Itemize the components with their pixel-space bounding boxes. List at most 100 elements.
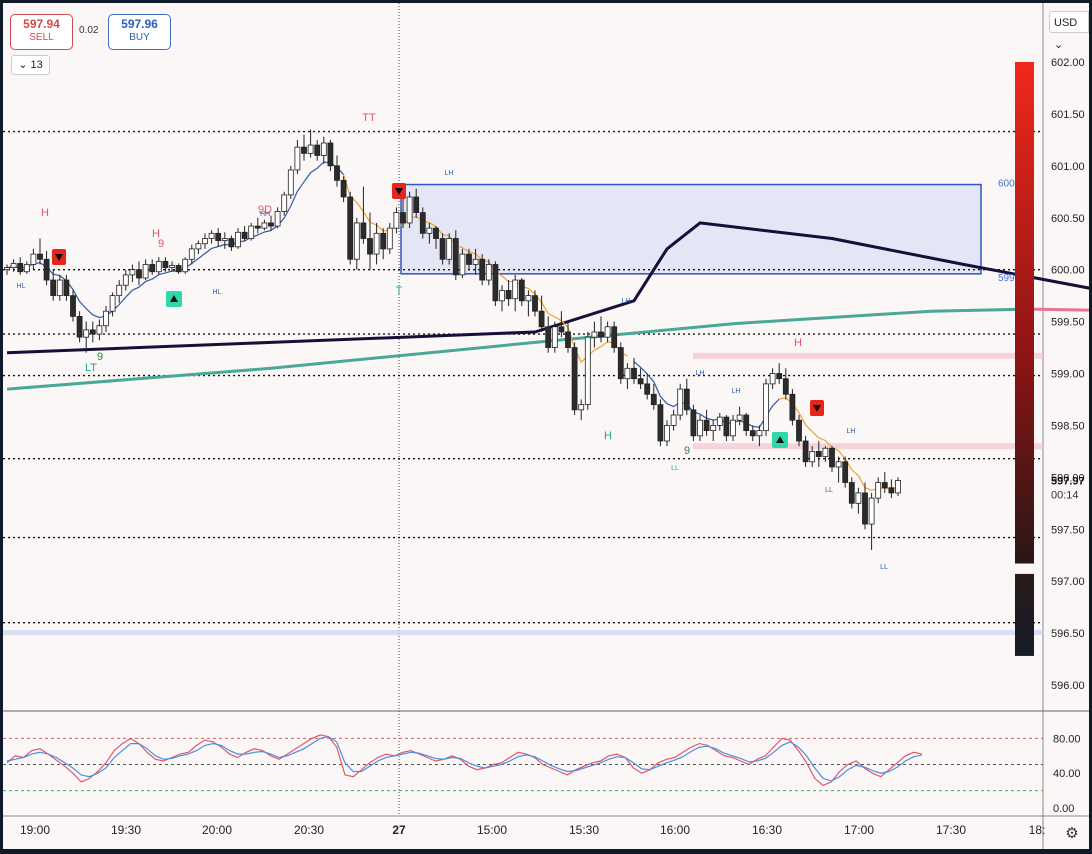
- candle-body: [122, 274, 129, 286]
- candle-body: [492, 264, 499, 302]
- candle-body: [320, 142, 327, 156]
- candle-body: [248, 225, 255, 239]
- chevron-down-icon: ⌄: [18, 59, 28, 71]
- candle-body: [155, 260, 162, 273]
- candle-body: [895, 480, 901, 494]
- candle-body: [565, 331, 571, 348]
- level-highlight-band: [3, 630, 1043, 636]
- candle-body: [30, 253, 37, 265]
- candle-body: [142, 264, 149, 279]
- time-tick-label: 18:: [1029, 823, 1046, 837]
- signal-label: LH: [847, 428, 856, 435]
- time-tick-label: 27: [392, 823, 406, 837]
- candle-body: [822, 447, 829, 457]
- candle-body: [664, 425, 670, 442]
- candle-body: [782, 378, 789, 395]
- gear-icon[interactable]: ⚙: [1065, 825, 1079, 842]
- buy-signal-marker: [772, 432, 788, 448]
- candle-body: [208, 232, 215, 239]
- signal-label: LH: [445, 170, 454, 177]
- heat-bar-lower: [1015, 573, 1034, 656]
- sell-signal-marker: [810, 400, 824, 416]
- candle-body: [723, 416, 730, 437]
- candle-body: [116, 284, 123, 297]
- candle-body: [419, 212, 426, 234]
- signal-label: 9D: [258, 204, 272, 216]
- candle-body: [188, 248, 195, 260]
- candle-body: [637, 378, 644, 385]
- price-tick-label: 600.00: [1051, 265, 1085, 277]
- candle-body: [149, 264, 156, 273]
- price-tick-label: 602.00: [1051, 57, 1085, 69]
- candle-body: [175, 265, 182, 273]
- candle-body: [809, 450, 816, 463]
- signal-label: HL: [17, 283, 26, 290]
- buy-button[interactable]: 597.96 BUY: [108, 14, 171, 50]
- price-tick-label: 601.50: [1051, 109, 1085, 121]
- candle-body: [109, 295, 116, 312]
- candle-body: [624, 367, 631, 380]
- signal-label: T: [396, 285, 403, 297]
- interval-label: 13: [30, 59, 43, 71]
- signal-label: 9: [97, 351, 103, 363]
- arrow-up-icon: [776, 436, 784, 443]
- interval-selector[interactable]: ⌄ 13: [11, 55, 50, 75]
- candle-body: [195, 243, 202, 250]
- candle-body: [578, 404, 585, 411]
- candle-body: [835, 461, 842, 468]
- chart-background: [3, 3, 1089, 849]
- candle-body: [683, 388, 690, 411]
- arrow-up-icon: [170, 295, 178, 302]
- candle-body: [426, 227, 433, 234]
- candle-body: [888, 487, 895, 494]
- candle-body: [875, 482, 882, 499]
- candle-body: [17, 263, 24, 273]
- candle-body: [393, 212, 400, 229]
- sell-button[interactable]: 597.94 SELL: [10, 14, 73, 50]
- time-tick-label: 16:00: [660, 823, 690, 837]
- candle-body: [169, 265, 175, 268]
- candle-body: [23, 264, 30, 273]
- bar-countdown-label: 00:14: [1051, 489, 1079, 501]
- candle-body: [76, 315, 83, 338]
- time-tick-label: 17:30: [936, 823, 966, 837]
- candle-body: [373, 232, 380, 255]
- buy-label: BUY: [129, 32, 150, 43]
- candle-body: [657, 404, 664, 442]
- candle-body: [598, 331, 604, 338]
- signal-label: HH: [260, 211, 270, 218]
- signal-label: LH: [732, 388, 741, 395]
- candle-body: [829, 447, 835, 468]
- arrow-down-icon: [55, 254, 63, 261]
- rsi-line-fast: [6, 734, 923, 787]
- time-tick-label: 15:30: [569, 823, 599, 837]
- signal-label: H: [152, 228, 160, 240]
- candle-body: [505, 290, 512, 300]
- candle-body: [162, 260, 169, 268]
- candle-body: [334, 165, 340, 181]
- heat-bar-upper: [1015, 62, 1034, 564]
- signal-label: TT: [362, 112, 376, 124]
- signal-label: LH: [696, 370, 705, 377]
- candle-body: [406, 196, 413, 224]
- candle-body: [499, 290, 505, 302]
- ma-teal-line: [6, 307, 1031, 391]
- candle-body: [37, 253, 43, 260]
- candle-body: [611, 326, 618, 348]
- candle-body: [532, 295, 538, 312]
- candle-body: [268, 222, 274, 227]
- candle-body: [367, 238, 373, 255]
- signal-label: H: [794, 337, 802, 349]
- rsi-tick-label: 80.00: [1053, 733, 1081, 745]
- candle-body: [848, 482, 855, 504]
- candle-body: [796, 419, 802, 442]
- currency-selector[interactable]: USD ⌄: [1049, 11, 1089, 51]
- candle-body: [254, 225, 261, 229]
- price-tick-label: 598.50: [1051, 420, 1085, 432]
- candle-body: [129, 269, 136, 276]
- level-highlight-band: [693, 443, 1043, 450]
- candle-body: [763, 383, 769, 432]
- candle-body: [551, 326, 558, 348]
- sell-signal-marker: [52, 249, 66, 265]
